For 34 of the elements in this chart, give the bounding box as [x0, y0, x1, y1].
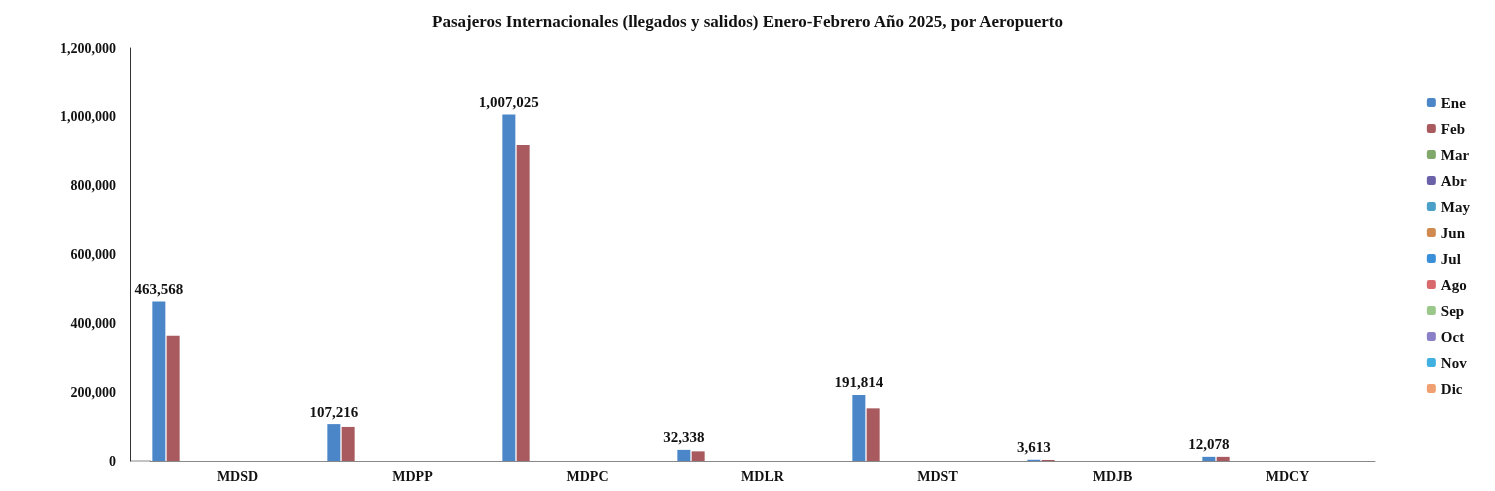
data-label: 3,613	[1016, 439, 1051, 456]
y-tick-label: 200,000	[70, 384, 116, 400]
x-tick-label: MDCY	[1265, 468, 1310, 484]
x-tick-label: MDLR	[741, 468, 785, 484]
legend-label: Mar	[1440, 146, 1470, 163]
legend-label: May	[1440, 198, 1471, 215]
legend-label: Jun	[1440, 224, 1466, 241]
legend-label: Feb	[1440, 120, 1466, 137]
legend-label: Jul	[1440, 250, 1461, 267]
x-tick-label: MDST	[917, 468, 959, 484]
y-tick-label: 1,200,000	[60, 40, 116, 56]
y-tick-label: 1,000,000	[60, 109, 116, 125]
data-label: 107,216	[309, 403, 359, 420]
legend-label: Nov	[1440, 354, 1468, 371]
x-tick-label: MDSD	[216, 468, 259, 484]
y-tick-label: 0	[109, 453, 116, 469]
y-tick-label: 800,000	[70, 178, 116, 194]
data-label: 1,007,025	[478, 93, 539, 110]
x-tick-label: MDJB	[1092, 468, 1133, 484]
data-label: 32,338	[663, 429, 705, 446]
y-tick-label: 600,000	[70, 247, 116, 262]
data-label: 191,814	[834, 374, 884, 391]
legend-label: Ene	[1440, 94, 1467, 111]
legend-label: Oct	[1440, 328, 1465, 345]
chart-title: Pasajeros Internacionales (llegados y salidos) Enero-Febrero Año 2025, por Aeropuerto	[432, 12, 1063, 31]
x-tick-label: MDPP	[392, 468, 434, 484]
legend-label: Sep	[1440, 302, 1465, 319]
data-label: 463,568	[134, 280, 184, 297]
y-tick-label: 400,000	[70, 315, 116, 331]
x-tick-label: MDPC	[566, 468, 609, 484]
legend-label: Ago	[1440, 276, 1467, 293]
legend-label: Abr	[1440, 172, 1468, 189]
legend-label: Dic	[1440, 380, 1463, 397]
data-label: 12,078	[1188, 436, 1230, 453]
